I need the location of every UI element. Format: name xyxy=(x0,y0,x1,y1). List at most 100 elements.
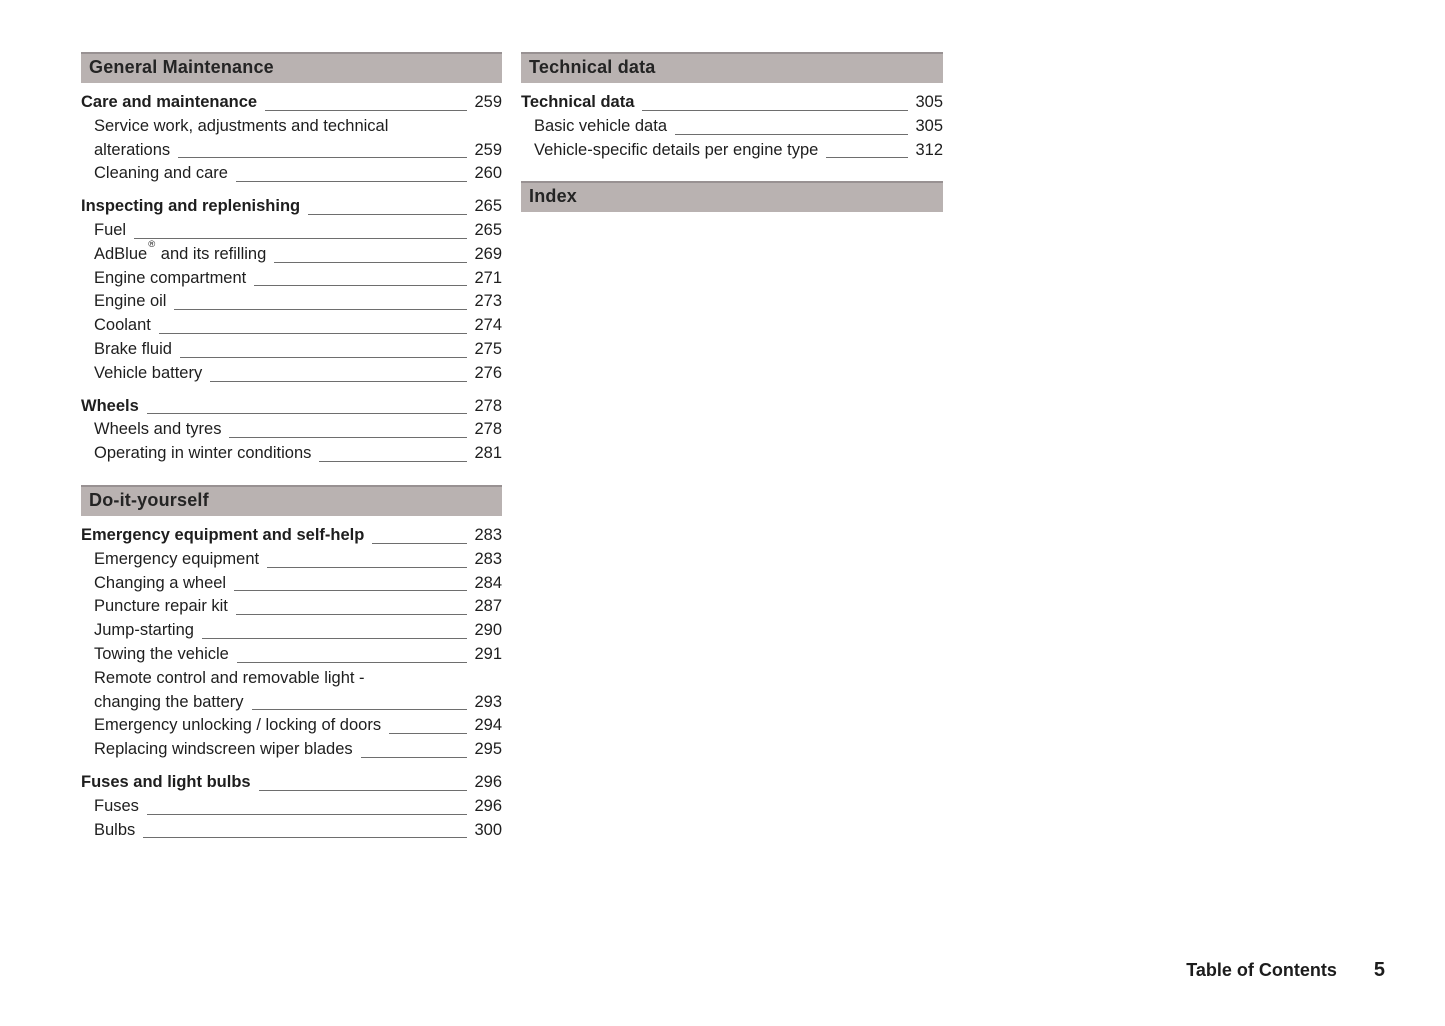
toc-entry[interactable]: Wheels 278 xyxy=(81,395,502,419)
toc-entry[interactable]: AdBlue® and its refilling 269 xyxy=(81,240,502,267)
toc-entry[interactable]: Vehicle-specific details per engine type… xyxy=(521,139,943,163)
entry-line: Emergency equipment and self-help 283 xyxy=(81,524,502,548)
leader-line xyxy=(235,614,467,616)
entry-group: Fuses and light bulbs 296 Fuses 296 Bulbs 300 xyxy=(81,771,502,842)
entry-group: Care and maintenance 259 Service work, adj… xyxy=(81,91,502,186)
entry-line: Vehicle battery 276 xyxy=(81,362,502,386)
toc-entry[interactable]: Engine compartment 271 xyxy=(81,267,502,291)
entry-page-number: 259 xyxy=(474,93,502,111)
entry-line: Emergency unlocking / locking of doors 29… xyxy=(81,714,502,738)
leader-line xyxy=(267,566,467,568)
entry-page-number: 295 xyxy=(474,740,502,759)
toc-entry[interactable]: Wheels and tyres 278 xyxy=(81,418,502,442)
entry-label: Basic vehicle data xyxy=(534,116,667,135)
toc-entry[interactable]: Inspecting and replenishing 265 xyxy=(81,195,502,219)
entry-line: Jump-starting 290 xyxy=(81,619,502,643)
entry-label: Towing the vehicle xyxy=(94,644,229,663)
leader-line xyxy=(134,237,467,239)
toc-entry[interactable]: Changing a wheel 284 xyxy=(81,572,502,596)
entry-line: AdBlue® and its refilling 269 xyxy=(81,240,502,267)
toc-column-right: Technical data Technical data 305 Basic veh… xyxy=(521,52,943,213)
entry-line: Coolant 274 xyxy=(81,314,502,338)
entry-label: changing the battery xyxy=(94,692,244,711)
toc-entry[interactable]: Jump-starting 290 xyxy=(81,619,502,643)
toc-entry[interactable]: Remote control and removable light - chan… xyxy=(81,667,502,715)
leader-line xyxy=(389,733,467,735)
toc-column-left: General Maintenance Care and maintenance 2… xyxy=(81,52,502,842)
entry-page-number: 260 xyxy=(474,164,502,183)
leader-line xyxy=(308,213,467,215)
toc-entry[interactable]: Brake fluid 275 xyxy=(81,338,502,362)
toc-entry[interactable]: Technical data 305 xyxy=(521,91,943,115)
entry-page-number: 305 xyxy=(915,93,943,111)
entry-label: Fuel xyxy=(94,220,127,239)
entry-label: Emergency equipment and self-help xyxy=(81,525,365,544)
toc-entry[interactable]: Emergency equipment and self-help 283 xyxy=(81,524,502,548)
section-header: Technical data xyxy=(521,52,943,83)
leader-line xyxy=(201,637,467,639)
toc-entry[interactable]: Basic vehicle data 305 xyxy=(521,115,943,139)
entry-line: Changing a wheel 284 xyxy=(81,572,502,596)
toc-entry[interactable]: Vehicle battery 276 xyxy=(81,362,502,386)
entry-page-number: 273 xyxy=(474,292,502,311)
page-footer: Table of Contents 5 xyxy=(1186,959,1385,982)
entry-line: Care and maintenance 259 xyxy=(81,91,502,115)
entry-label: Puncture repair kit xyxy=(94,597,228,616)
toc-entry[interactable]: Fuses and light bulbs 296 xyxy=(81,771,502,795)
entry-page-number: 291 xyxy=(474,644,502,663)
footer-page-number: 5 xyxy=(1373,959,1385,981)
entry-group: Wheels 278 Wheels and tyres 278 Operating in… xyxy=(81,395,502,466)
entry-page-number: 278 xyxy=(474,396,502,415)
toc-entry[interactable]: Coolant 274 xyxy=(81,314,502,338)
leader-line xyxy=(254,285,467,287)
leader-line xyxy=(234,590,467,592)
entry-label: Wheels xyxy=(81,396,139,415)
entry-page-number: 269 xyxy=(474,244,502,263)
entry-line: Replacing windscreen wiper blades 295 xyxy=(81,738,502,762)
entry-line: Engine compartment 271 xyxy=(81,267,502,291)
entry-line: Operating in winter conditions 281 xyxy=(81,442,502,466)
leader-line xyxy=(235,181,467,183)
toc-entry[interactable]: Bulbs 300 xyxy=(81,819,502,843)
toc-entry[interactable]: Operating in winter conditions 281 xyxy=(81,442,502,466)
entry-label: Emergency equipment xyxy=(94,549,260,568)
toc-entry[interactable]: Emergency equipment 283 xyxy=(81,548,502,572)
entry-label: Replacing windscreen wiper blades xyxy=(94,740,353,759)
toc-entry[interactable]: Fuel 265 xyxy=(81,219,502,243)
entry-line: Fuses 296 xyxy=(81,795,502,819)
entry-page-number: 293 xyxy=(474,692,502,711)
entry-line: Technical data 305 xyxy=(521,91,943,115)
entry-label: Remote control and removable light - xyxy=(94,668,365,687)
leader-line xyxy=(360,756,467,758)
toc-section: General Maintenance Care and maintenance 2… xyxy=(81,52,502,466)
entry-page-number: 271 xyxy=(474,268,502,287)
entry-line: Inspecting and replenishing 265 xyxy=(81,195,502,219)
leader-line xyxy=(319,460,467,462)
toc-section: Index xyxy=(521,181,943,213)
entry-page-number: 276 xyxy=(474,363,502,382)
entry-page-number: 274 xyxy=(474,316,502,335)
toc-entry[interactable]: Replacing windscreen wiper blades 295 xyxy=(81,738,502,762)
entry-line: Fuel 265 xyxy=(81,219,502,243)
leader-line xyxy=(178,157,467,159)
entry-line: Basic vehicle data 305 xyxy=(521,115,943,139)
entry-label: Changing a wheel xyxy=(94,573,227,592)
leader-line xyxy=(274,261,467,263)
entry-page-number: 283 xyxy=(474,525,502,544)
entry-label: Emergency unlocking / locking of doors xyxy=(94,716,382,735)
toc-entry[interactable]: Service work, adjustments and technical a… xyxy=(81,115,502,163)
toc-entry[interactable]: Towing the vehicle 291 xyxy=(81,643,502,667)
toc-entry[interactable]: Cleaning and care 260 xyxy=(81,162,502,186)
toc-entry[interactable]: Fuses 296 xyxy=(81,795,502,819)
toc-entry[interactable]: Puncture repair kit 287 xyxy=(81,595,502,619)
entry-label: Service work, adjustments and technical xyxy=(94,116,389,135)
entry-label: Operating in winter conditions xyxy=(94,444,312,463)
leader-line xyxy=(675,133,908,135)
entry-page-number: 305 xyxy=(915,116,943,135)
entry-page-number: 290 xyxy=(474,621,502,640)
toc-entry[interactable]: Care and maintenance 259 xyxy=(81,91,502,115)
toc-entry[interactable]: Engine oil 273 xyxy=(81,290,502,314)
toc-entry[interactable]: Emergency unlocking / locking of doors 29… xyxy=(81,714,502,738)
entry-line: Cleaning and care 260 xyxy=(81,162,502,186)
